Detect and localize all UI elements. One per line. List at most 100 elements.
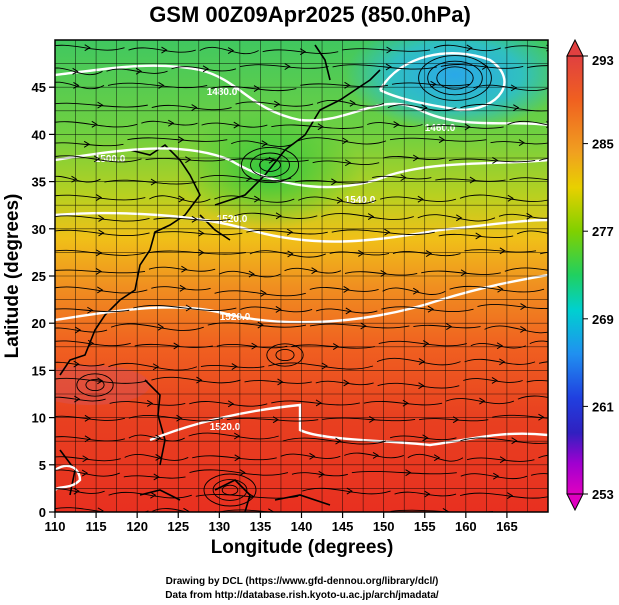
circulation-swirl bbox=[250, 152, 290, 178]
streamline bbox=[148, 266, 216, 272]
map-plot-area: 1480.0 1460.0 1540.0 1520.0 1520.0 1520.… bbox=[55, 40, 562, 517]
contour-label: 1540.0 bbox=[345, 195, 376, 206]
streamline-arrow bbox=[231, 363, 238, 370]
streamline bbox=[240, 306, 313, 313]
streamline-arrow bbox=[196, 376, 203, 384]
streamline-arrow bbox=[83, 140, 91, 148]
streamline bbox=[449, 285, 545, 293]
streamline-arrow bbox=[557, 396, 562, 402]
circulation-swirl bbox=[221, 484, 239, 496]
streamline-arrow bbox=[198, 229, 205, 237]
streamline bbox=[235, 101, 314, 107]
streamline bbox=[463, 378, 523, 383]
contour-label: 1520.0 bbox=[210, 422, 241, 433]
streamline-arrow bbox=[424, 490, 431, 498]
streamline bbox=[124, 454, 189, 461]
streamline-arrow bbox=[311, 267, 318, 275]
streamline bbox=[464, 358, 536, 365]
streamline bbox=[55, 396, 106, 402]
streamline-arrow bbox=[464, 123, 471, 131]
streamline bbox=[526, 380, 548, 383]
streamline-arrow bbox=[402, 399, 409, 407]
streamline bbox=[315, 380, 374, 386]
y-tick-label: 10 bbox=[32, 411, 46, 426]
streamline-arrow bbox=[95, 268, 102, 275]
streamline bbox=[319, 513, 386, 517]
contour-label: 1500.0 bbox=[95, 154, 126, 165]
colorbar: 293 285 277 269 261 253 bbox=[566, 38, 614, 512]
circulation-swirl bbox=[203, 473, 257, 507]
streamline bbox=[484, 325, 548, 334]
streamline-arrow bbox=[287, 250, 294, 258]
streamline-arrow bbox=[532, 511, 533, 512]
colorbar-bottom-arrow bbox=[566, 493, 584, 512]
streamline-arrow bbox=[191, 104, 198, 111]
streamline-arrow bbox=[499, 456, 507, 464]
streamline bbox=[110, 323, 204, 331]
streamline bbox=[298, 196, 377, 205]
streamline-arrow bbox=[393, 121, 400, 128]
colorbar-tick-label: 269 bbox=[592, 312, 614, 327]
credit-data-source: Data from http://database.rish.kyoto-u.a… bbox=[165, 590, 439, 601]
streamline-arrow bbox=[185, 156, 192, 164]
streamline-arrow bbox=[455, 214, 463, 222]
streamline bbox=[394, 491, 457, 497]
streamline bbox=[490, 141, 548, 145]
y-tick-label: 45 bbox=[32, 80, 46, 95]
streamline bbox=[297, 137, 387, 145]
streamline bbox=[448, 158, 536, 163]
streamline-arrow bbox=[72, 67, 79, 75]
streamline-arrow bbox=[155, 454, 162, 461]
circulation-swirl bbox=[259, 158, 281, 172]
streamline-arrow bbox=[191, 215, 198, 223]
streamline bbox=[309, 323, 410, 329]
streamline-arrow bbox=[360, 322, 367, 330]
streamline bbox=[387, 104, 457, 112]
x-tick-label: 130 bbox=[208, 519, 230, 534]
streamline-arrow bbox=[386, 46, 393, 54]
streamline-arrow bbox=[173, 342, 180, 350]
streamline-arrow bbox=[227, 400, 235, 408]
streamline-arrow bbox=[346, 487, 353, 495]
streamline bbox=[344, 452, 404, 459]
streamline bbox=[149, 195, 211, 203]
x-tick-label: 140 bbox=[291, 519, 313, 534]
colorbar-scale bbox=[566, 55, 584, 495]
streamline bbox=[151, 286, 211, 291]
colorbar-tick-label: 277 bbox=[592, 224, 614, 239]
streamline-arrow bbox=[367, 213, 375, 220]
streamline-arrow bbox=[253, 85, 260, 92]
circulation-swirl bbox=[240, 146, 300, 184]
streamline bbox=[214, 195, 295, 203]
streamline bbox=[192, 455, 277, 461]
streamline-arrow bbox=[492, 156, 499, 164]
streamline-arrow bbox=[496, 342, 504, 350]
streamline bbox=[55, 67, 103, 76]
streamline-arrow bbox=[74, 326, 82, 334]
streamline bbox=[473, 84, 548, 92]
streamline bbox=[372, 175, 432, 180]
streamline-arrow bbox=[557, 379, 562, 385]
streamline-arrow bbox=[157, 323, 165, 331]
streamline-arrow bbox=[418, 358, 425, 366]
streamline bbox=[344, 271, 418, 276]
streamline bbox=[316, 99, 385, 107]
streamline-arrow bbox=[98, 215, 105, 222]
streamline bbox=[302, 487, 391, 495]
y-tick-label: 15 bbox=[32, 363, 46, 378]
streamline-arrow bbox=[178, 195, 185, 203]
streamline-arrow bbox=[344, 159, 352, 167]
streamline-arrow bbox=[202, 65, 209, 73]
streamline bbox=[199, 46, 259, 55]
streamline-arrow bbox=[299, 48, 307, 56]
streamline bbox=[189, 469, 289, 476]
colorbar-tick-label: 293 bbox=[592, 53, 614, 68]
x-tick-label: 120 bbox=[126, 519, 148, 534]
streamline-arrow bbox=[491, 377, 498, 384]
streamline bbox=[106, 68, 168, 74]
streamline bbox=[363, 401, 443, 406]
streamline-arrow bbox=[97, 377, 104, 385]
streamline-arrow bbox=[469, 176, 476, 184]
streamline-arrow bbox=[405, 469, 412, 477]
streamline bbox=[231, 140, 295, 147]
